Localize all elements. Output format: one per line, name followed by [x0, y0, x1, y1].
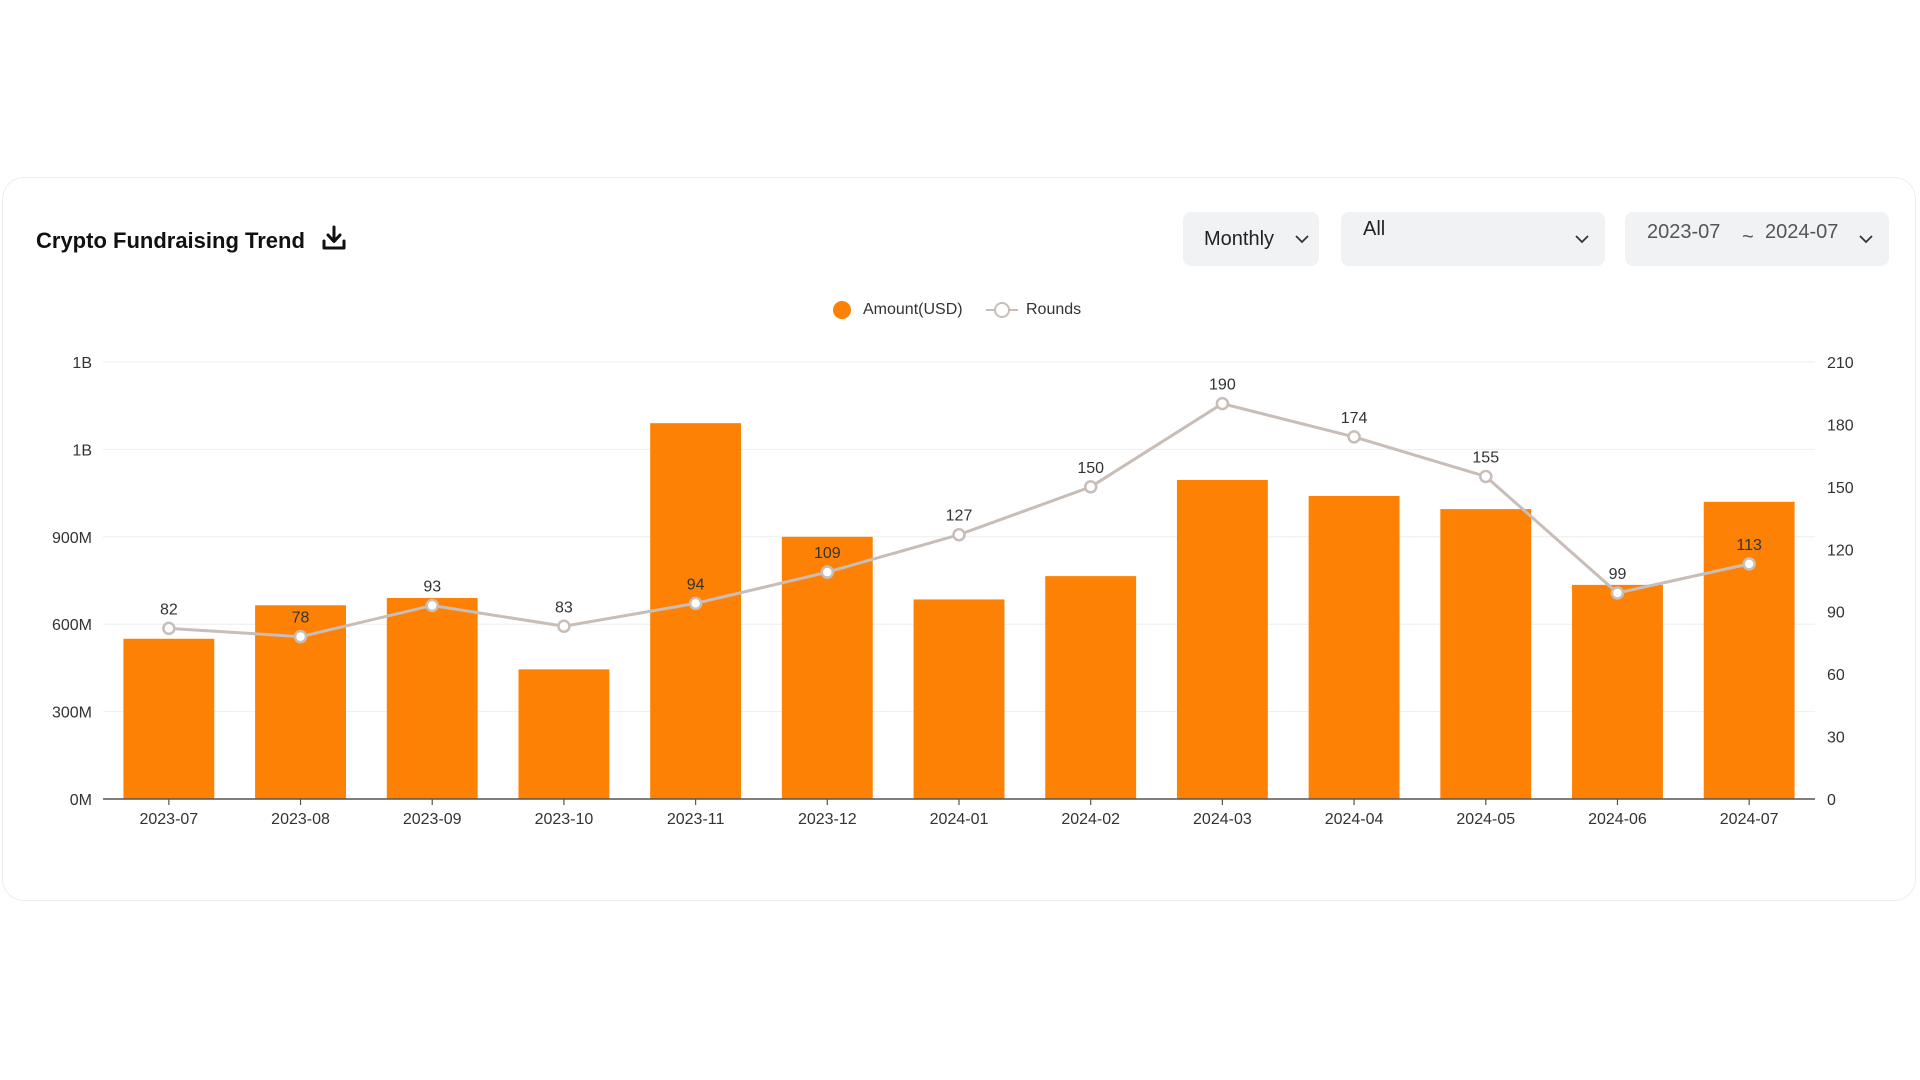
- rounds-point: [1347, 430, 1361, 444]
- left-axis-tick-label: 1B: [72, 442, 92, 459]
- rounds-data-label: 99: [1609, 566, 1627, 583]
- chevron-down-icon: [1295, 235, 1309, 244]
- x-axis-tick-label: 2024-05: [1456, 811, 1515, 828]
- bar-amount: [913, 599, 1005, 799]
- legend-label-rounds: Rounds: [1026, 301, 1082, 318]
- category-select[interactable]: All: [1341, 212, 1605, 266]
- left-axis-tick-label: 0M: [70, 792, 92, 809]
- rounds-data-label: 78: [292, 610, 310, 627]
- legend-line-icon: [986, 302, 1018, 318]
- bar-amount: [650, 423, 742, 799]
- date-end[interactable]: 2024-07: [1765, 221, 1839, 243]
- rounds-data-label: 94: [687, 576, 705, 593]
- bar-amount: [1440, 509, 1532, 799]
- rounds-point: [557, 619, 571, 634]
- rounds-data-label: 109: [814, 545, 841, 562]
- right-axis-tick-label: 60: [1827, 667, 1845, 684]
- rounds-point: [425, 598, 439, 613]
- period-select[interactable]: Monthly: [1183, 212, 1319, 266]
- right-axis-tick-label: 120: [1827, 542, 1854, 559]
- left-axis-tick-label: 1B: [72, 355, 92, 372]
- right-axis-tick-label: 30: [1827, 730, 1845, 747]
- x-axis-tick-label: 2023-08: [271, 811, 330, 828]
- right-axis-tick-label: 180: [1827, 417, 1854, 434]
- rounds-point: [1742, 557, 1756, 571]
- bar-amount: [386, 597, 478, 799]
- rounds-point: [1083, 480, 1098, 494]
- left-axis-tick-label: 600M: [52, 617, 92, 634]
- legend-item-amount[interactable]: Amount(USD): [833, 301, 963, 319]
- right-axis-tick-label: 210: [1827, 355, 1854, 372]
- left-axis-tick-label: 300M: [52, 705, 92, 722]
- bar-amount: [123, 638, 215, 799]
- rounds-data-label: 93: [423, 578, 441, 595]
- rounds-point: [952, 527, 966, 542]
- category-select-value: All: [1363, 218, 1386, 240]
- chevron-down-icon: [1575, 235, 1589, 244]
- rounds-data-label: 155: [1472, 449, 1499, 466]
- rounds-point: [1610, 586, 1625, 600]
- rounds-point: [688, 596, 703, 611]
- left-axis-tick-label: 900M: [52, 530, 92, 547]
- x-axis-tick-label: 2023-09: [403, 811, 462, 828]
- chevron-down-icon: [1859, 235, 1873, 244]
- rounds-data-label: 190: [1209, 377, 1236, 394]
- legend-label-amount: Amount(USD): [863, 301, 963, 318]
- right-axis-tick-label: 90: [1827, 605, 1845, 622]
- date-start[interactable]: 2023-07: [1647, 221, 1721, 243]
- x-axis-tick-label: 2024-01: [930, 811, 989, 828]
- legend-dot-icon: [833, 301, 851, 319]
- rounds-data-label: 174: [1341, 410, 1368, 427]
- rounds-data-label: 82: [160, 601, 178, 618]
- x-axis-tick-label: 2023-11: [667, 811, 725, 828]
- chart-title: Crypto Fundraising Trend: [36, 228, 305, 253]
- x-axis-tick-label: 2024-07: [1720, 811, 1779, 828]
- rounds-point: [1479, 469, 1493, 484]
- x-axis-tick-label: 2024-06: [1588, 811, 1647, 828]
- date-range-picker[interactable]: 2023-07 ~ 2024-07: [1625, 212, 1889, 266]
- rounds-data-label: 83: [555, 599, 573, 616]
- x-axis-tick-label: 2023-07: [139, 811, 198, 828]
- date-separator: ~: [1742, 226, 1754, 248]
- bar-amount: [518, 669, 610, 799]
- rounds-point: [1215, 396, 1230, 411]
- x-axis-tick-label: 2023-12: [798, 811, 857, 828]
- legend-item-rounds[interactable]: Rounds: [986, 301, 1081, 319]
- bar-amount: [1045, 576, 1137, 799]
- rounds-point: [820, 565, 835, 579]
- bar-amount: [1308, 496, 1400, 799]
- bar-amount: [1703, 501, 1795, 799]
- right-axis-tick-label: 150: [1827, 480, 1854, 497]
- download-icon[interactable]: [320, 224, 348, 252]
- bar-amount: [1176, 479, 1268, 799]
- x-axis-tick-label: 2024-02: [1061, 811, 1120, 828]
- rounds-data-label: 127: [946, 508, 973, 525]
- x-axis-tick-label: 2024-04: [1325, 811, 1384, 828]
- chart-legend: Amount(USD) Rounds: [0, 297, 1920, 327]
- rounds-point: [293, 629, 308, 644]
- rounds-data-label: 113: [1736, 537, 1762, 554]
- x-axis-tick-label: 2023-10: [535, 811, 594, 828]
- period-select-value: Monthly: [1204, 228, 1275, 250]
- right-axis-tick-label: 0: [1827, 792, 1836, 809]
- rounds-data-label: 150: [1077, 460, 1104, 477]
- bar-amount: [1572, 584, 1663, 799]
- rounds-point: [162, 621, 176, 636]
- x-axis-tick-label: 2024-03: [1193, 811, 1252, 828]
